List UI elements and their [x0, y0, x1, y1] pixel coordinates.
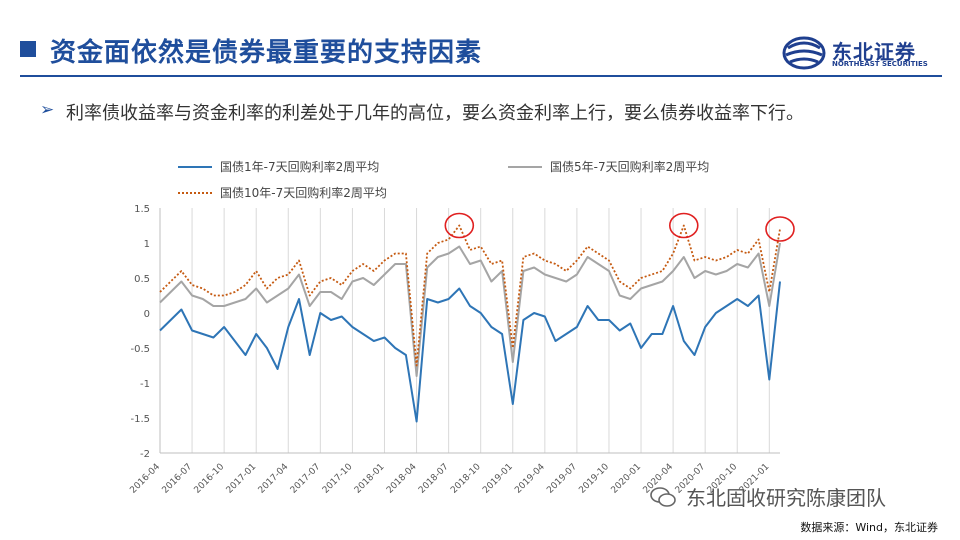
- x-tick-label: 2018-07: [417, 462, 451, 496]
- title-square-icon: [20, 41, 36, 57]
- page-title: 资金面依然是债券最重要的支持因素: [50, 38, 483, 68]
- peak-highlight-circle: [765, 216, 795, 242]
- legend-swatch-1y: [178, 165, 212, 168]
- x-tick-label: 2017-10: [321, 462, 355, 496]
- x-tick-label: 2020-01: [609, 462, 643, 496]
- peak-highlight-circle: [668, 212, 699, 239]
- y-tick-label: -1.5: [130, 414, 150, 425]
- x-tick-label: 2016-04: [128, 462, 162, 496]
- x-tick-label: 2018-04: [385, 462, 419, 496]
- logo-name-en: NORTHEAST SECURITIES: [832, 60, 928, 68]
- y-tick-label: -0.5: [130, 344, 150, 355]
- x-tick-label: 2019-01: [481, 462, 515, 496]
- x-tick-label: 2018-10: [449, 462, 483, 496]
- x-tick-label: 2016-10: [193, 462, 227, 496]
- x-tick-label: 2017-01: [225, 462, 259, 496]
- y-tick-label: -2: [140, 449, 150, 460]
- x-tick-label: 2016-07: [161, 462, 195, 496]
- bullet-text: 利率债收益率与资金利率的利差处于几年的高位，要么资金利率上行，要么债券收益率下行…: [66, 103, 804, 124]
- legend-item-5y: 国债5年-7天回购利率2周平均: [508, 158, 709, 175]
- series-line-5y: [159, 242, 781, 377]
- x-tick-label: 2019-10: [577, 462, 611, 496]
- legend-label-10y: 国债10年-7天回购利率2周平均: [220, 186, 387, 200]
- logo-name-cn: 东北证券: [832, 40, 916, 64]
- x-tick-label: 2019-04: [513, 462, 547, 496]
- spread-line-chart: 2016-042016-072016-102017-012017-042017-…: [128, 204, 795, 496]
- legend-swatch-10y: [178, 191, 212, 194]
- y-tick-label: 1: [144, 239, 150, 250]
- company-logo: 东北证券 NORTHEAST SECURITIES: [782, 34, 942, 74]
- source-note: 数据来源：Wind，东北证券: [800, 521, 938, 534]
- legend-item-1y: 国债1年-7天回购利率2周平均: [178, 158, 379, 175]
- bullet-arrow-icon: ➢: [40, 100, 55, 120]
- x-tick-label: 2017-07: [289, 462, 323, 496]
- title-bar: 资金面依然是债券最重要的支持因素 东北证券 NORTHEAST SECURITI…: [0, 0, 960, 80]
- x-tick-label: 2018-01: [353, 462, 387, 496]
- legend-item-10y: 国债10年-7天回购利率2周平均: [178, 184, 387, 201]
- y-tick-label: 0: [144, 309, 150, 320]
- series-line-1y: [159, 281, 781, 423]
- y-tick-label: 1.5: [134, 204, 150, 215]
- y-tick-label: -1: [140, 379, 150, 390]
- series-line-10y: [159, 224, 781, 367]
- x-tick-label: 2019-07: [545, 462, 579, 496]
- title-divider: [20, 75, 942, 77]
- wechat-icon: [650, 486, 676, 507]
- legend-label-5y: 国债5年-7天回购利率2周平均: [550, 160, 710, 174]
- x-tick-label: 2017-04: [257, 462, 291, 496]
- watermark-text: 东北固收研究陈康团队: [686, 486, 886, 510]
- chart-legend: 国债1年-7天回购利率2周平均 国债5年-7天回购利率2周平均 国债10年-7天…: [0, 150, 960, 202]
- peak-highlight-circle: [444, 212, 475, 239]
- y-tick-label: 0.5: [134, 274, 150, 285]
- legend-label-1y: 国债1年-7天回购利率2周平均: [220, 160, 380, 174]
- watermark: 东北固收研究陈康团队: [650, 482, 886, 511]
- logo-globe-icon: [782, 36, 826, 70]
- legend-swatch-5y: [508, 165, 542, 168]
